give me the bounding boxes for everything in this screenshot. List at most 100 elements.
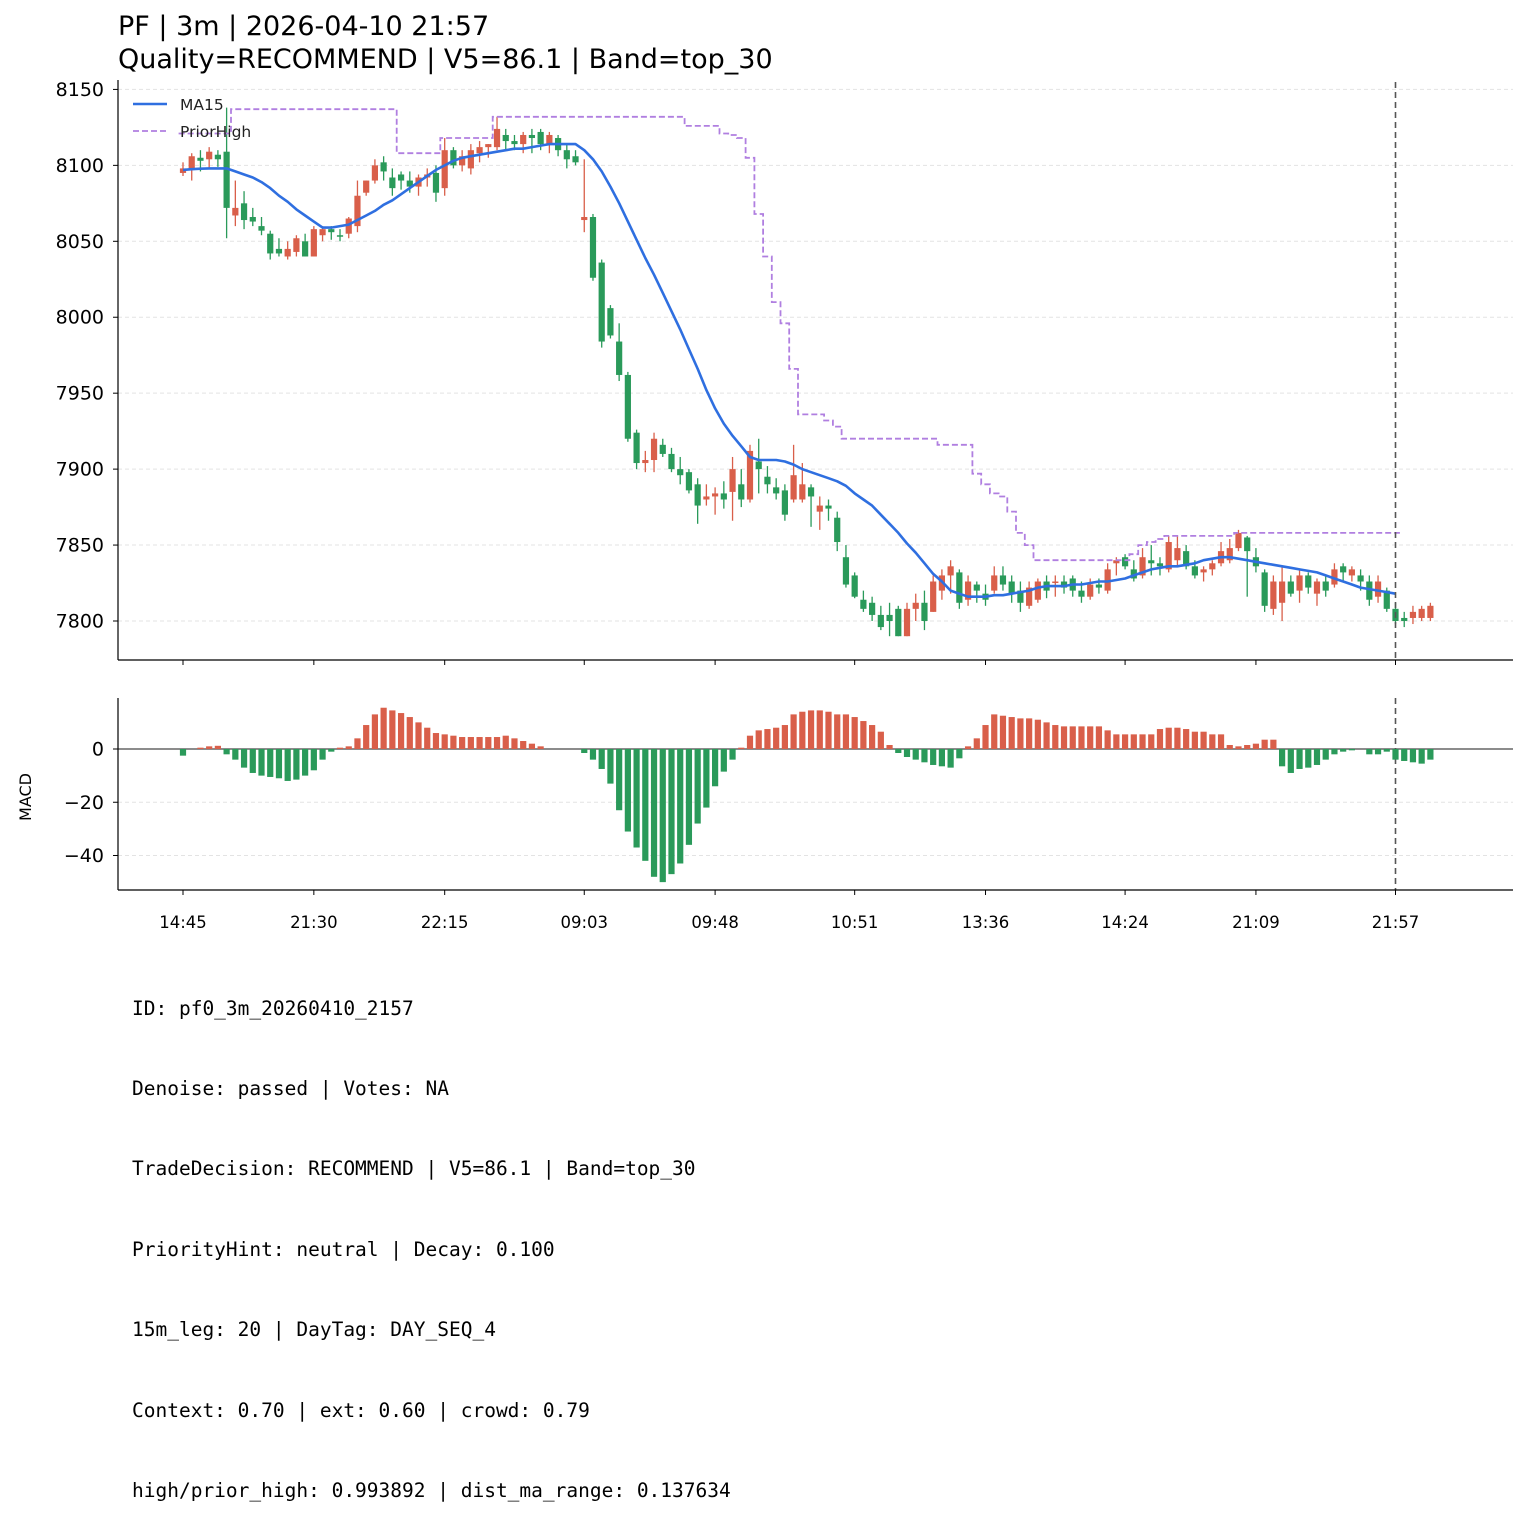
macd-bar — [380, 707, 387, 749]
macd-bar — [1374, 749, 1382, 755]
candle-body — [720, 493, 727, 500]
candle-body — [668, 453, 675, 470]
macd-bar — [1366, 749, 1373, 755]
macd-bar — [319, 749, 326, 760]
candle-body — [834, 517, 841, 543]
x-tick-label: 21:30 — [290, 913, 338, 932]
macd-bar — [1087, 726, 1094, 749]
candle-body — [354, 195, 361, 227]
candle-body — [851, 575, 858, 597]
candle-body — [197, 157, 204, 161]
candle-body — [275, 248, 283, 254]
candle-body — [206, 151, 213, 160]
macd-bar — [1191, 731, 1198, 749]
macd-bar — [1226, 745, 1233, 749]
macd-bar — [1348, 749, 1355, 751]
macd-bar — [930, 749, 937, 765]
macd-bar — [816, 710, 823, 749]
y-tick-label: 7800 — [56, 611, 104, 633]
macd-bar — [956, 749, 963, 759]
x-tick-label: 14:24 — [1101, 913, 1149, 932]
macd-bar — [842, 714, 850, 749]
macd-bar — [406, 717, 413, 749]
macd-bar — [1401, 749, 1408, 761]
macd-bar — [1278, 749, 1286, 767]
macd-bar — [502, 735, 509, 749]
candle-body — [380, 162, 387, 172]
y-tick-label: 8150 — [56, 79, 104, 101]
macd-bar — [912, 749, 919, 760]
y-tick-label: 7850 — [56, 535, 104, 557]
macd-bar — [249, 749, 256, 773]
candle-body — [310, 229, 317, 257]
candle-body — [999, 575, 1007, 585]
candle-body — [188, 156, 195, 169]
macd-bar — [537, 746, 544, 749]
candle-body — [581, 216, 588, 221]
x-tick-label: 09:03 — [560, 913, 608, 932]
candle-body — [598, 262, 605, 342]
macd-bar — [685, 749, 693, 845]
macd-bar — [1156, 729, 1164, 749]
candle-body — [179, 168, 187, 173]
macd-bar — [267, 749, 274, 777]
macd-bar — [1244, 745, 1251, 749]
candle-body — [1401, 617, 1408, 621]
candle-body — [1322, 581, 1329, 591]
ma15-line — [182, 142, 1396, 599]
macd-bar — [511, 738, 518, 749]
candle-body — [1183, 551, 1190, 567]
candle-body — [1130, 569, 1137, 579]
macd-bar — [834, 714, 841, 749]
macd-bar — [1340, 749, 1347, 752]
candle-body — [328, 229, 335, 233]
macd-bar — [755, 730, 762, 749]
macd-bar — [598, 749, 605, 769]
macd-bar — [616, 749, 623, 811]
macd-bar — [1060, 726, 1068, 749]
macd-bar — [773, 727, 780, 749]
candle-body — [293, 238, 300, 252]
candle-body — [1060, 581, 1068, 588]
macd-bar — [633, 749, 640, 848]
candle-body — [633, 432, 640, 464]
info-panel: ID: pf0_3m_20260410_2157 Denoise: passed… — [132, 942, 731, 1532]
candle-body — [258, 226, 265, 231]
info-line: 15m_leg: 20 | DayTag: DAY_SEQ_4 — [132, 1318, 496, 1342]
candle-body — [991, 575, 998, 591]
candle-body — [642, 460, 649, 464]
macd-bar — [624, 749, 631, 832]
candle-body — [546, 134, 553, 145]
candle-body — [1340, 566, 1347, 573]
candle-body — [1052, 581, 1059, 584]
candle-body — [921, 602, 928, 621]
macd-bar — [1287, 749, 1294, 773]
candle-body — [528, 134, 536, 139]
macd-bar — [1043, 722, 1050, 749]
candle-body — [1209, 563, 1216, 570]
macd-bar — [424, 727, 431, 749]
candle-body — [1156, 563, 1164, 567]
macd-bar — [415, 722, 422, 749]
candle-body — [877, 614, 884, 628]
candle-body — [738, 484, 745, 500]
macd-bar — [485, 737, 492, 749]
candle-body — [267, 233, 274, 254]
candle-body — [860, 599, 867, 609]
macd-bar — [1252, 743, 1260, 749]
x-axis: 14:45 21:30 22:15 09:03 09:48 10:51 13:36 14:24… — [159, 890, 1419, 932]
macd-bar — [302, 749, 309, 776]
macd-bar — [964, 746, 972, 749]
candle-body — [1165, 542, 1172, 570]
macd-bar — [947, 749, 954, 768]
candle-body — [1026, 587, 1033, 606]
y-tick-label: 8100 — [56, 155, 104, 177]
macd-bar — [258, 749, 265, 776]
candle-body — [1418, 608, 1425, 618]
macd-bar — [363, 725, 370, 749]
macd-bar — [1052, 725, 1059, 749]
candle-body — [284, 248, 291, 257]
candle-body — [947, 566, 954, 576]
macd-bars — [179, 698, 1434, 890]
macd-bar — [1235, 746, 1242, 749]
